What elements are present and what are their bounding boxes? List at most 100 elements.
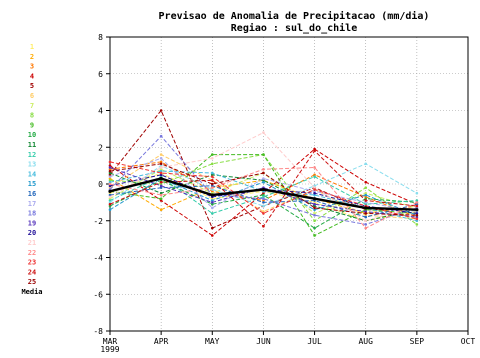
- data-point: [159, 109, 163, 112]
- data-point: [159, 169, 163, 173]
- data-point: [415, 204, 419, 208]
- data-point: [210, 184, 214, 188]
- plot-grid: [110, 37, 468, 331]
- data-point: [415, 212, 419, 215]
- data-point: [415, 213, 419, 217]
- data-point: [108, 208, 112, 212]
- data-point: [108, 177, 112, 180]
- data-point: [159, 134, 163, 138]
- data-point: [364, 202, 368, 206]
- legend-entry: Media: [21, 288, 42, 296]
- data-point: [108, 180, 112, 184]
- data-point: [262, 204, 265, 208]
- data-point: [313, 149, 316, 153]
- y-tick-label: 2: [98, 143, 103, 152]
- chart-subtitle: Regiao : sul_do_chile: [231, 22, 357, 34]
- data-point: [108, 204, 112, 208]
- data-point: [364, 223, 368, 226]
- y-tick-label: -8: [93, 327, 103, 336]
- legend-entry: 24: [28, 268, 36, 276]
- x-tick-label: MAY: [205, 337, 220, 346]
- data-point: [261, 187, 266, 192]
- data-point: [262, 197, 265, 200]
- x-tick-label: JUL: [307, 337, 322, 346]
- data-point: [313, 206, 316, 210]
- data-point: [108, 179, 112, 182]
- data-point: [210, 201, 214, 204]
- data-point: [108, 189, 112, 193]
- data-point: [159, 156, 163, 160]
- data-point: [364, 215, 368, 219]
- data-point: [210, 202, 214, 206]
- data-point: [364, 219, 368, 223]
- data-point: [364, 226, 368, 230]
- data-point: [108, 166, 112, 169]
- legend-entry: 10: [28, 131, 36, 139]
- y-tick-label: -6: [93, 290, 103, 299]
- legend-entry: 13: [28, 161, 36, 169]
- data-point: [415, 215, 419, 219]
- data-point: [364, 199, 368, 202]
- data-point: [108, 202, 112, 206]
- y-tick-label: 8: [98, 33, 103, 42]
- data-point: [108, 199, 112, 202]
- x-tick-label: OCT: [461, 337, 476, 346]
- legend-entry: 7: [30, 102, 34, 110]
- data-point: [108, 193, 112, 197]
- data-point: [262, 153, 265, 156]
- data-point: [159, 171, 163, 175]
- legend-entry: 11: [28, 141, 36, 149]
- data-point: [313, 202, 316, 206]
- data-point: [262, 224, 265, 228]
- legend-entry: 18: [28, 210, 36, 218]
- data-point: [364, 201, 368, 204]
- y-tick-label: -4: [93, 254, 103, 263]
- data-point: [159, 162, 163, 166]
- data-point: [262, 199, 265, 202]
- data-point: [108, 195, 112, 199]
- x-tick-label: SEP: [410, 337, 425, 346]
- data-point: [210, 171, 214, 175]
- data-point: [159, 166, 163, 169]
- data-point: [210, 179, 214, 182]
- legend-entry: 6: [30, 92, 34, 100]
- data-point: [313, 219, 316, 223]
- data-point: [262, 201, 265, 204]
- legend-entry: 9: [30, 121, 34, 129]
- data-point: [159, 153, 163, 156]
- data-point: [108, 184, 112, 188]
- data-point: [210, 175, 214, 178]
- data-point: [159, 176, 163, 181]
- data-point: [313, 191, 316, 195]
- legend-entry: 20: [28, 229, 36, 237]
- chart-title: Previsao de Anomalia de Precipitacao (mm…: [159, 10, 430, 22]
- legend-entry: 22: [28, 249, 36, 257]
- data-point: [313, 147, 316, 151]
- data-point: [313, 226, 316, 230]
- data-point: [262, 177, 265, 180]
- data-point: [159, 180, 163, 184]
- data-point: [159, 184, 163, 188]
- data-point: [108, 197, 112, 200]
- data-point: [313, 212, 316, 215]
- data-point: [210, 188, 214, 191]
- legend-entry: 17: [28, 200, 36, 208]
- data-point: [210, 226, 214, 230]
- legend-entry: 23: [28, 259, 36, 267]
- data-point: [210, 206, 214, 210]
- data-point: [415, 202, 419, 206]
- legend-entry: 15: [28, 180, 36, 188]
- data-point: [262, 195, 265, 199]
- x-tick-label: JUN: [256, 337, 271, 346]
- data-point: [210, 182, 214, 186]
- data-point: [364, 195, 368, 199]
- data-point: [313, 186, 316, 189]
- data-point: [262, 180, 265, 184]
- data-point: [210, 190, 214, 193]
- data-point: [159, 182, 163, 186]
- data-point: [108, 173, 112, 177]
- y-tick-label: -2: [93, 217, 103, 226]
- legend-entry: 25: [28, 278, 36, 286]
- data-point: [313, 204, 316, 208]
- data-point: [364, 180, 368, 184]
